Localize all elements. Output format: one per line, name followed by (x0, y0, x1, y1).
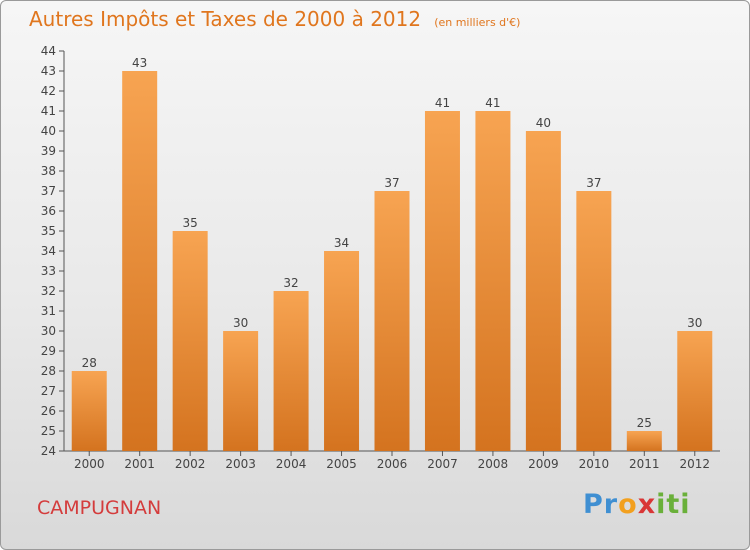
bar-value-label: 34 (334, 236, 349, 250)
x-tick-label: 2000 (74, 457, 105, 471)
y-tick-label: 38 (41, 164, 56, 178)
bar-value-label: 41 (435, 96, 450, 110)
x-tick-label: 2005 (326, 457, 357, 471)
y-axis: 24 25 26 27 28 29 30 31 32 33 34 35 36 37 38 39 40 41 42 43… (41, 44, 65, 458)
bar (273, 291, 309, 451)
bar (475, 111, 511, 451)
y-tick-label: 24 (41, 444, 56, 458)
bars (71, 71, 713, 451)
logo-letter: i (656, 489, 667, 520)
chart-subtitle: (en milliers d'€) (434, 16, 521, 29)
x-tick-label: 2006 (377, 457, 408, 471)
chart-title: Autres Impôts et Taxes de 2000 à 2012 (29, 7, 422, 31)
x-tick-label: 2012 (679, 457, 710, 471)
commune-name: CAMPUGNAN (37, 497, 162, 519)
logo-letter: P (583, 489, 604, 520)
y-tick-label: 33 (41, 264, 56, 278)
y-tick-label: 32 (41, 284, 56, 298)
proxiti-logo: Proxiti (583, 489, 691, 520)
bar (525, 131, 561, 451)
bar-value-label: 25 (637, 416, 652, 430)
bar (677, 331, 713, 451)
y-tick-label: 43 (41, 64, 56, 78)
y-tick-label: 28 (41, 364, 56, 378)
bar-value-label: 43 (132, 56, 147, 70)
logo-letter: t (666, 489, 681, 520)
y-tick-label: 29 (41, 344, 56, 358)
logo-letter: r (603, 489, 619, 520)
bar (576, 191, 612, 451)
bar (424, 111, 460, 451)
bar-labels: 28 43 35 30 32 34 37 41 41 40 37 25 30 (82, 56, 703, 430)
x-tick-label: 2007 (427, 457, 458, 471)
x-axis: 2000 2001 2002 2003 2004 2005 2006 2007 2008 2009… (64, 450, 720, 471)
y-tick-label: 41 (41, 104, 56, 118)
y-tick-label: 36 (41, 204, 56, 218)
bar (71, 371, 107, 451)
y-tick-label: 35 (41, 224, 56, 238)
title-row: Autres Impôts et Taxes de 2000 à 2012 (e… (29, 7, 520, 31)
bar-value-label: 30 (233, 316, 248, 330)
bar-value-label: 32 (283, 276, 298, 290)
bar-value-label: 40 (536, 116, 551, 130)
bar-value-label: 37 (384, 176, 399, 190)
bar (122, 71, 158, 451)
bar (324, 251, 360, 451)
logo-letter: x (637, 489, 657, 520)
logo-letter: i (680, 489, 691, 520)
x-tick-label: 2002 (175, 457, 206, 471)
y-tick-label: 30 (41, 324, 56, 338)
bar (374, 191, 410, 451)
y-tick-label: 39 (41, 144, 56, 158)
y-tick-label: 37 (41, 184, 56, 198)
y-tick-label: 31 (41, 304, 56, 318)
y-tick-label: 44 (41, 44, 56, 58)
bar (223, 331, 259, 451)
x-tick-label: 2004 (276, 457, 307, 471)
x-tick-label: 2011 (629, 457, 660, 471)
bar-value-label: 35 (183, 216, 198, 230)
bar-value-label: 30 (687, 316, 702, 330)
x-tick-label: 2003 (225, 457, 256, 471)
y-tick-label: 25 (41, 424, 56, 438)
bar (172, 231, 208, 451)
x-tick-label: 2008 (478, 457, 509, 471)
bar-value-label: 41 (485, 96, 500, 110)
y-tick-label: 42 (41, 84, 56, 98)
y-tick-label: 34 (41, 244, 56, 258)
x-tick-label: 2001 (124, 457, 155, 471)
bar-value-label: 28 (82, 356, 97, 370)
logo-letter: o (618, 489, 638, 520)
bar (626, 431, 662, 451)
x-tick-label: 2010 (579, 457, 610, 471)
y-tick-label: 40 (41, 124, 56, 138)
y-tick-label: 27 (41, 384, 56, 398)
bar-value-label: 37 (586, 176, 601, 190)
y-tick-label: 26 (41, 404, 56, 418)
x-tick-label: 2009 (528, 457, 559, 471)
